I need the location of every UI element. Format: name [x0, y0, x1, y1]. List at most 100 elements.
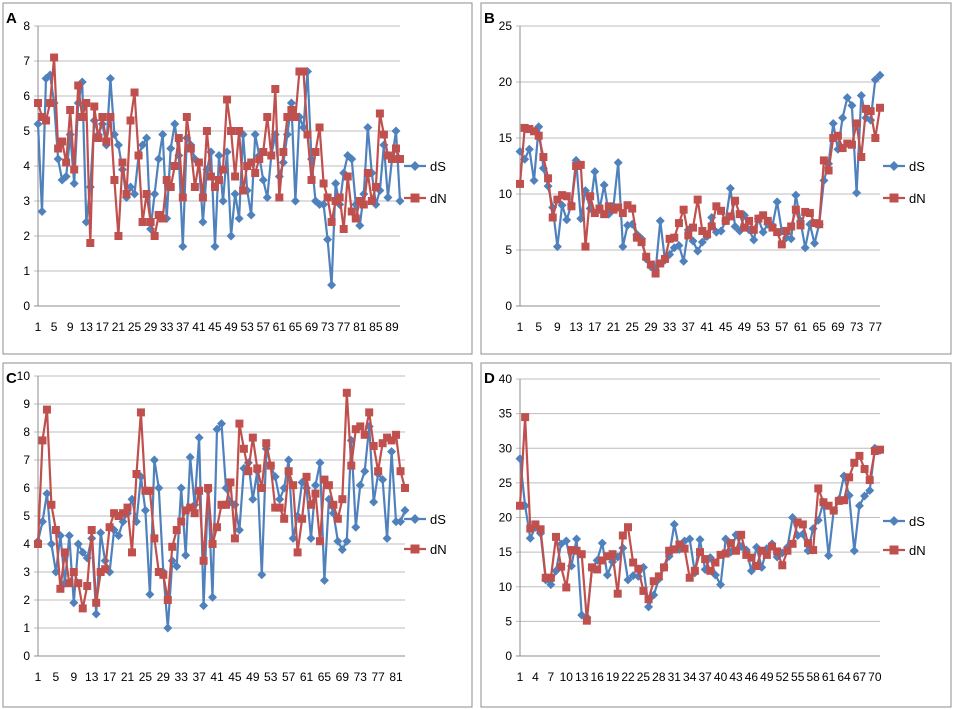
x-tick-label: 40 — [714, 670, 728, 684]
data-point-dN — [118, 158, 127, 167]
data-point-dN — [94, 134, 103, 142]
data-point-dN — [604, 202, 613, 211]
data-point-dS — [786, 234, 796, 244]
data-point-dN — [553, 195, 562, 204]
data-point-dN — [778, 561, 787, 570]
x-tick-label: 61 — [794, 320, 808, 334]
data-point-dS — [852, 188, 862, 198]
data-point-dN — [215, 176, 223, 184]
data-point-dN — [163, 596, 172, 604]
data-point-dN — [284, 467, 293, 476]
data-point-dN — [685, 573, 694, 582]
data-point-dS — [602, 570, 612, 580]
data-point-dS — [234, 214, 244, 223]
data-point-dS — [800, 243, 810, 253]
data-point-dN — [170, 162, 179, 170]
data-point-dN — [251, 169, 260, 177]
series-dN — [34, 53, 404, 247]
data-point-dN — [82, 99, 91, 107]
data-point-dS — [383, 193, 393, 202]
data-point-dN — [150, 534, 159, 543]
data-point-dS — [37, 207, 47, 216]
data-point-dS — [149, 455, 159, 465]
data-point-dN — [69, 568, 78, 576]
data-point-dN — [239, 186, 248, 195]
x-tick-label: 49 — [760, 670, 774, 684]
data-point-dN — [762, 550, 771, 559]
data-point-dN — [732, 546, 740, 555]
data-point-dS — [327, 280, 337, 290]
x-tick-label: 65 — [318, 670, 332, 684]
x-tick-label: 69 — [336, 670, 350, 684]
data-point-dN — [204, 484, 213, 492]
data-point-dN — [572, 546, 581, 555]
y-tick-label: 6 — [23, 481, 30, 495]
data-point-dN — [168, 542, 177, 551]
legend-label: dN — [430, 542, 447, 557]
data-point-dS — [130, 189, 140, 199]
x-tick-label: 57 — [257, 320, 271, 334]
x-tick-label: 70 — [868, 670, 882, 684]
data-point-dN — [707, 222, 716, 231]
data-point-dS — [875, 70, 885, 80]
data-point-dN — [65, 579, 74, 588]
data-point-dN — [845, 473, 854, 482]
legend-marker — [410, 193, 420, 203]
data-point-dN — [367, 197, 376, 205]
x-tick-label: 73 — [321, 320, 335, 334]
data-point-dN — [603, 552, 612, 561]
data-point-dN — [307, 176, 316, 184]
data-point-dN — [145, 486, 154, 495]
data-point-dN — [696, 548, 704, 557]
data-point-dS — [347, 154, 357, 164]
data-point-dN — [852, 119, 861, 128]
data-point-dN — [581, 242, 590, 251]
x-tick-label: 73 — [850, 320, 864, 334]
data-point-dS — [69, 179, 79, 188]
data-point-dN — [154, 568, 163, 576]
y-tick-label: 5 — [23, 509, 30, 523]
data-point-dS — [669, 519, 679, 529]
data-point-dN — [338, 495, 347, 504]
data-point-dN — [351, 214, 360, 223]
data-point-dN — [387, 436, 396, 445]
data-point-dS — [824, 551, 834, 561]
data-point-dS — [618, 242, 628, 252]
data-point-dN — [243, 162, 252, 170]
data-point-dN — [206, 172, 215, 181]
data-point-dN — [392, 430, 401, 439]
data-point-dN — [834, 496, 843, 505]
data-point-dN — [866, 107, 875, 116]
data-point-dS — [810, 238, 820, 248]
data-point-dS — [91, 609, 101, 619]
data-point-dS — [306, 533, 316, 543]
data-point-dN — [255, 155, 264, 163]
data-point-dS — [163, 623, 173, 633]
data-point-dS — [210, 242, 220, 251]
data-point-dN — [642, 252, 651, 261]
data-point-dN — [122, 190, 131, 198]
y-tick-label: 10 — [17, 369, 31, 383]
data-point-dN — [840, 496, 848, 505]
x-tick-label: 1 — [35, 670, 42, 684]
data-point-dS — [685, 534, 695, 544]
data-point-dN — [593, 565, 602, 574]
data-point-dN — [195, 486, 204, 495]
data-point-dN — [311, 489, 320, 498]
data-point-dS — [333, 536, 343, 546]
y-tick-label: 0 — [23, 649, 30, 663]
data-point-dN — [801, 207, 810, 216]
series-dN — [516, 413, 884, 625]
data-point-dS — [96, 528, 106, 538]
x-tick-label: 1 — [517, 670, 524, 684]
x-tick-label: 57 — [775, 320, 789, 334]
data-point-dN — [347, 207, 356, 216]
data-point-dS — [644, 602, 654, 612]
x-tick-label: 13 — [85, 670, 99, 684]
data-point-dN — [248, 433, 257, 442]
x-tick-label: 13 — [575, 670, 589, 684]
data-point-dN — [132, 470, 141, 478]
data-point-dN — [690, 566, 699, 575]
data-point-dN — [824, 501, 833, 510]
